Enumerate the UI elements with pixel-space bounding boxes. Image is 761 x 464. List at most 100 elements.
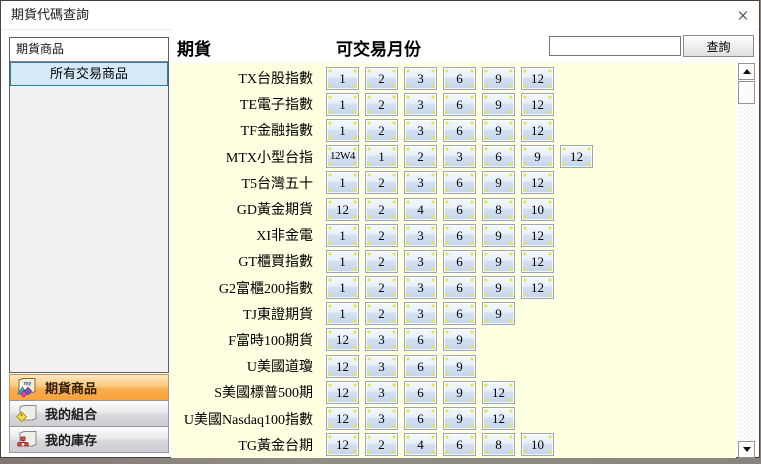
- product-name: GD黃金期貨: [236, 203, 313, 219]
- month-button[interactable]: 12: [521, 66, 554, 90]
- month-button[interactable]: 9: [482, 249, 515, 273]
- month-button[interactable]: 12: [521, 249, 554, 273]
- month-button[interactable]: 1: [326, 223, 359, 247]
- month-button[interactable]: 6: [443, 223, 476, 247]
- month-button[interactable]: 8: [482, 197, 515, 221]
- month-button[interactable]: 3: [365, 407, 398, 431]
- month-button[interactable]: 9: [482, 276, 515, 300]
- month-button[interactable]: 12: [521, 92, 554, 116]
- month-button[interactable]: 2: [365, 302, 398, 326]
- category-item-all-products[interactable]: 所有交易商品: [10, 62, 168, 86]
- month-button[interactable]: 6: [443, 276, 476, 300]
- month-button[interactable]: 6: [443, 249, 476, 273]
- month-button[interactable]: 4: [404, 197, 437, 221]
- month-button[interactable]: 6: [443, 171, 476, 195]
- month-button[interactable]: 12: [482, 380, 515, 404]
- month-button[interactable]: 12: [326, 354, 359, 378]
- month-button[interactable]: 2: [365, 66, 398, 90]
- month-button[interactable]: 6: [404, 407, 437, 431]
- month-button[interactable]: 3: [404, 276, 437, 300]
- month-button[interactable]: 8: [482, 433, 515, 457]
- month-button[interactable]: 3: [365, 328, 398, 352]
- month-button[interactable]: 1: [326, 249, 359, 273]
- month-button[interactable]: 2: [365, 249, 398, 273]
- month-button[interactable]: 6: [443, 433, 476, 457]
- month-button[interactable]: 9: [482, 223, 515, 247]
- month-button[interactable]: 6: [404, 328, 437, 352]
- month-button[interactable]: 3: [404, 223, 437, 247]
- month-button[interactable]: 1: [326, 118, 359, 142]
- month-button[interactable]: 3: [365, 380, 398, 404]
- month-button[interactable]: 3: [365, 354, 398, 378]
- month-button[interactable]: 9: [482, 171, 515, 195]
- product-name: U美國道瓊: [246, 360, 313, 376]
- vertical-scrollbar[interactable]: [738, 63, 755, 458]
- nav-button-my-portfolio[interactable]: 我的組合: [9, 400, 169, 427]
- month-button[interactable]: 12: [326, 328, 359, 352]
- search-input[interactable]: [549, 36, 681, 56]
- month-button[interactable]: 2: [365, 197, 398, 221]
- month-button[interactable]: 9: [521, 145, 554, 169]
- month-button[interactable]: 1: [326, 276, 359, 300]
- month-button[interactable]: 3: [404, 302, 437, 326]
- month-button[interactable]: 1: [326, 171, 359, 195]
- month-button[interactable]: 3: [404, 66, 437, 90]
- scrollbar-thumb[interactable]: [738, 81, 755, 104]
- month-button[interactable]: 6: [443, 92, 476, 116]
- month-button[interactable]: 2: [365, 118, 398, 142]
- month-button[interactable]: 2: [365, 92, 398, 116]
- product-name: U美國Nasdaq100指數: [183, 412, 313, 428]
- month-button[interactable]: 9: [443, 328, 476, 352]
- month-button[interactable]: 12W4: [326, 145, 359, 169]
- month-button[interactable]: 12: [326, 433, 359, 457]
- month-buttons: 12 2 4 6 8 10: [326, 433, 554, 457]
- month-button[interactable]: 6: [482, 145, 515, 169]
- month-button[interactable]: 10: [521, 197, 554, 221]
- products-column-header: 期貨: [177, 40, 211, 59]
- month-button[interactable]: 1: [365, 145, 398, 169]
- month-button[interactable]: 6: [443, 302, 476, 326]
- month-button[interactable]: 9: [443, 380, 476, 404]
- month-button[interactable]: 3: [404, 249, 437, 273]
- month-button[interactable]: 3: [404, 92, 437, 116]
- month-button[interactable]: 2: [404, 145, 437, 169]
- nav-button-my-inventory[interactable]: 我的庫存: [9, 426, 169, 453]
- month-button[interactable]: 2: [365, 171, 398, 195]
- month-button[interactable]: 12: [560, 145, 593, 169]
- month-button[interactable]: 4: [404, 433, 437, 457]
- month-button[interactable]: 2: [365, 433, 398, 457]
- month-button[interactable]: 9: [482, 92, 515, 116]
- month-button[interactable]: 12: [326, 407, 359, 431]
- month-button[interactable]: 9: [482, 302, 515, 326]
- month-button[interactable]: 3: [443, 145, 476, 169]
- month-button[interactable]: 9: [443, 407, 476, 431]
- month-button[interactable]: 9: [482, 118, 515, 142]
- nav-button-futures-products[interactable]: my 期貨商品: [9, 374, 169, 401]
- month-button[interactable]: 3: [404, 171, 437, 195]
- month-button[interactable]: 12: [521, 276, 554, 300]
- month-button[interactable]: 12: [521, 171, 554, 195]
- month-button[interactable]: 6: [404, 380, 437, 404]
- month-button[interactable]: 3: [404, 118, 437, 142]
- month-button[interactable]: 12: [326, 380, 359, 404]
- month-button[interactable]: 12: [521, 223, 554, 247]
- month-button[interactable]: 9: [443, 354, 476, 378]
- month-button[interactable]: 6: [443, 118, 476, 142]
- scroll-up-button[interactable]: [738, 63, 755, 80]
- month-button[interactable]: 1: [326, 66, 359, 90]
- scroll-down-button[interactable]: [738, 441, 755, 458]
- month-button[interactable]: 12: [482, 407, 515, 431]
- month-button[interactable]: 2: [365, 276, 398, 300]
- close-button[interactable]: [732, 5, 754, 25]
- month-button[interactable]: 6: [443, 197, 476, 221]
- month-button[interactable]: 6: [443, 66, 476, 90]
- month-button[interactable]: 2: [365, 223, 398, 247]
- month-button[interactable]: 6: [404, 354, 437, 378]
- month-button[interactable]: 1: [326, 302, 359, 326]
- month-button[interactable]: 12: [326, 197, 359, 221]
- month-button[interactable]: 10: [521, 433, 554, 457]
- query-button[interactable]: 查詢: [683, 35, 754, 57]
- month-button[interactable]: 1: [326, 92, 359, 116]
- month-button[interactable]: 9: [482, 66, 515, 90]
- month-button[interactable]: 12: [521, 118, 554, 142]
